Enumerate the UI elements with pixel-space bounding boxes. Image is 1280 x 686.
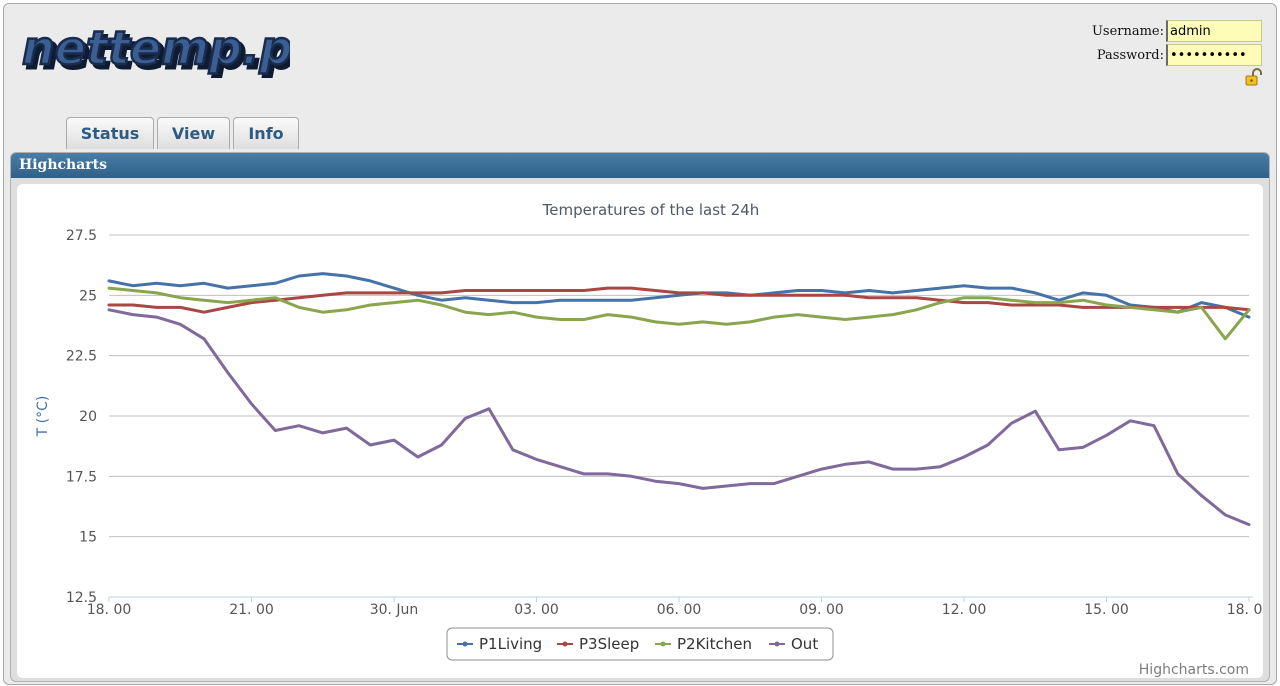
tab-status[interactable]: Status: [66, 117, 154, 149]
y-tick-label: 20: [79, 409, 97, 425]
nettemp-logo: nettemp.pl nettemp.pl: [21, 20, 290, 78]
chart-grid: [109, 234, 1249, 598]
username-row: Username:: [1064, 20, 1270, 44]
legend-swatch-marker: [562, 641, 568, 647]
app-frame: nettemp.pl nettemp.pl Username: Password…: [3, 3, 1277, 685]
chart-container: 27.5 25 22.5 20 17.5 15 12.5 18. 00 21. 00 30. J…: [17, 184, 1263, 678]
series-line-p2kitchen: [107, 286, 1251, 341]
password-row: Password:: [1064, 44, 1270, 68]
x-tick-label: 03. 00: [514, 602, 559, 618]
x-tick-label: 09. 00: [799, 602, 844, 618]
legend-label: Out: [791, 635, 818, 653]
y-tick-label: 15: [79, 530, 97, 546]
y-axis-label: T (°C): [35, 396, 51, 438]
series-line-p3sleep: [107, 286, 1251, 314]
x-tick-label: 12. 00: [942, 602, 987, 618]
legend-box: [446, 627, 834, 661]
x-axis: 18. 00 21. 00 30. Jun 03. 00 06. 00 09. 00 12.…: [87, 596, 1263, 618]
y-tick-label: 17.5: [66, 469, 97, 485]
lock-icon[interactable]: [1244, 68, 1264, 86]
chart-credits[interactable]: Highcharts.com: [1139, 662, 1249, 678]
username-input[interactable]: [1166, 20, 1262, 42]
legend-swatch-marker: [462, 641, 468, 647]
username-label: Username:: [1091, 24, 1164, 39]
temperature-chart: 27.5 25 22.5 20 17.5 15 12.5 18. 00 21. 00 30. J…: [35, 201, 1263, 678]
password-label: Password:: [1096, 48, 1164, 63]
legend-label: P1Living: [479, 635, 542, 653]
highcharts-panel: Highcharts 27.5 25 22.5 20 17.5 15 12.5 18. 00…: [10, 152, 1270, 682]
y-tick-label: 25: [79, 288, 97, 304]
legend-item-p1living[interactable]: P1Living: [457, 635, 542, 653]
chart-legend: P1Living P3Sleep P2Kitchen Out: [446, 627, 834, 661]
x-tick-label: 21. 00: [229, 602, 274, 618]
login-form: Username: Password:: [1064, 20, 1270, 68]
x-tick-label: 15. 00: [1084, 602, 1129, 618]
x-tick-label: 30. Jun: [370, 602, 419, 618]
legend-label: P2Kitchen: [677, 635, 752, 653]
tab-view[interactable]: View: [157, 117, 230, 149]
x-tick-label: 18. 00: [1227, 602, 1263, 618]
y-tick-label: 22.5: [66, 349, 97, 365]
legend-label: P3Sleep: [579, 635, 639, 653]
legend-item-p2kitchen[interactable]: P2Kitchen: [655, 635, 752, 653]
series-line-p1living: [107, 272, 1251, 319]
legend-swatch-marker: [660, 641, 666, 647]
legend-item-p3sleep[interactable]: P3Sleep: [557, 635, 639, 653]
chart-title: Temperatures of the last 24h: [542, 201, 760, 219]
svg-text:nettemp.pl: nettemp.pl: [26, 25, 290, 78]
chart-series: [107, 272, 1251, 527]
y-tick-label: 12.5: [66, 590, 97, 606]
x-tick-label: 18. 00: [87, 602, 132, 618]
y-tick-label: 27.5: [66, 228, 97, 244]
password-input[interactable]: [1166, 44, 1262, 66]
series-line-out: [107, 308, 1251, 527]
tab-info[interactable]: Info: [233, 117, 299, 149]
y-tick-labels: 27.5 25 22.5 20 17.5 15 12.5: [66, 228, 97, 606]
svg-text:nettemp.pl: nettemp.pl: [22, 21, 290, 75]
panel-title: Highcharts: [11, 153, 1269, 178]
legend-swatch-marker: [774, 641, 780, 647]
legend-item-out[interactable]: Out: [769, 635, 818, 653]
x-tick-label: 06. 00: [657, 602, 702, 618]
